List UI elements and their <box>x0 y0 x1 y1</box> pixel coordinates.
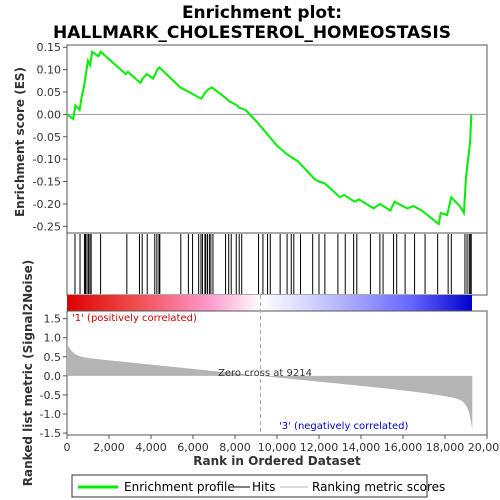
es-y-axis-label: Enrichment score (ES) <box>13 67 27 217</box>
es-y-tick-label: -0.15 <box>33 176 61 189</box>
metric-y-axis-label-line1: Ranked list metric (Signal2Noise) <box>21 260 35 487</box>
es-y-tick-label: 0.10 <box>37 64 62 77</box>
x-tick-label: 6,000 <box>177 441 209 454</box>
es-y-tick-label: -0.25 <box>33 220 61 233</box>
legend-metric-label: Ranking metric scores <box>312 480 445 494</box>
negative-correlation-label: '3' (negatively correlated) <box>279 421 408 432</box>
metric-y-tick-label: 1.0 <box>44 332 62 345</box>
metric-y-tick-label: 1.5 <box>44 313 62 326</box>
zero-cross-label: Zero cross at 9214 <box>218 368 312 379</box>
metric-y-tick-label: 0.5 <box>44 351 62 364</box>
x-tick-label: 4,000 <box>135 441 167 454</box>
x-tick-label: 16,000 <box>384 441 423 454</box>
x-tick-label: 18,000 <box>426 441 465 454</box>
chart-title-line2: HALLMARK_CHOLESTEROL_HOMEOSTASIS <box>53 23 451 43</box>
positive-correlation-label: '1' (positively correlated) <box>72 313 197 324</box>
legend-hits-label: Hits <box>252 480 275 494</box>
es-y-axis: -0.25 -0.20 -0.15 -0.10 -0.05 0.00 0.05 0.10 0.1… <box>33 41 67 233</box>
ranking-metric-area <box>67 342 473 430</box>
metric-y-tick-label: -1.0 <box>40 408 61 421</box>
legend: Enrichment profile Hits Ranking metric s… <box>71 474 445 498</box>
metric-y-axis: -1.5 -1.0 -0.5 0.0 0.5 1.0 1.5 <box>40 313 67 440</box>
es-y-tick-label: -0.10 <box>33 153 61 166</box>
es-y-tick-label: -0.20 <box>33 198 61 211</box>
chart-title-line1: Enrichment plot: <box>182 3 342 23</box>
es-panel <box>66 44 488 234</box>
hit-marks <box>74 234 472 294</box>
x-tick-label: 14,000 <box>342 441 381 454</box>
x-axis: 0 2,000 4,000 6,000 8,000 10,000 12,000 14,000 1… <box>64 435 500 454</box>
es-y-tick-label: 0.00 <box>37 108 62 121</box>
x-tick-label: 20,000 <box>468 441 500 454</box>
rank-color-bar <box>67 295 472 311</box>
metric-y-tick-label: -1.5 <box>40 427 61 440</box>
x-tick-label: 12,000 <box>300 441 339 454</box>
metric-y-tick-label: 0.0 <box>44 370 62 383</box>
hits-panel <box>66 232 488 296</box>
x-tick-label: 8,000 <box>219 441 251 454</box>
enrichment-profile-line <box>66 49 473 226</box>
es-y-tick-label: 0.15 <box>37 41 62 54</box>
x-tick-label: 10,000 <box>258 441 297 454</box>
es-y-tick-label: 0.05 <box>37 86 62 99</box>
x-axis-label: Rank in Ordered Dataset <box>193 454 361 468</box>
metric-y-tick-label: -0.5 <box>40 389 61 402</box>
legend-box <box>71 474 428 498</box>
legend-profile-label: Enrichment profile <box>124 480 235 494</box>
es-y-tick-label: -0.05 <box>33 131 61 144</box>
x-tick-label: 0 <box>64 441 71 454</box>
x-tick-label: 2,000 <box>93 441 125 454</box>
